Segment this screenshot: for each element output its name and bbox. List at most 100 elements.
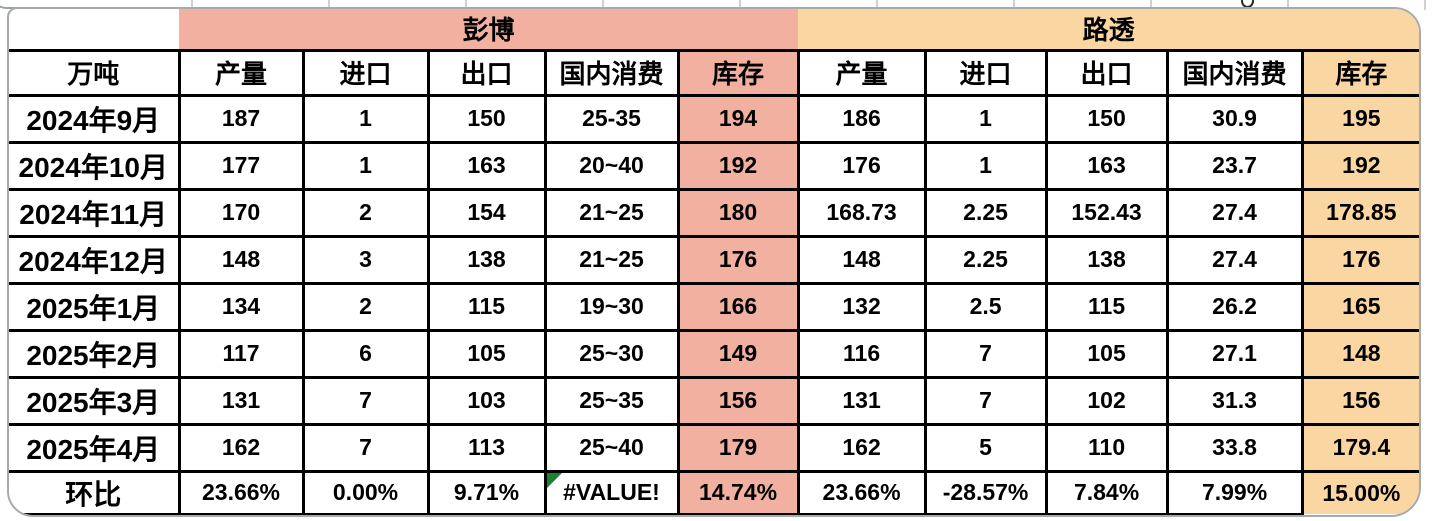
data-cell[interactable]: 2.25 <box>923 187 1048 238</box>
footer-value-cell[interactable]: 23.66% <box>177 469 305 515</box>
data-cell[interactable]: 131 <box>177 375 305 426</box>
data-cell[interactable]: 165 <box>1300 281 1419 332</box>
data-cell[interactable]: 33.8 <box>1165 422 1304 473</box>
data-cell[interactable]: 132 <box>796 281 927 332</box>
column-header-bloomberg-2[interactable]: 出口 <box>426 48 547 97</box>
data-cell[interactable]: 25-35 <box>543 93 680 144</box>
column-header-reuters-0[interactable]: 产量 <box>796 48 927 97</box>
data-cell[interactable]: 117 <box>177 328 305 379</box>
data-cell[interactable]: 176 <box>796 140 927 191</box>
data-cell[interactable]: 194 <box>676 93 800 144</box>
footer-value-cell[interactable]: 15.00% <box>1300 469 1419 514</box>
data-cell[interactable]: 163 <box>1044 140 1169 191</box>
data-cell[interactable]: 30.9 <box>1165 93 1304 144</box>
data-cell[interactable]: 105 <box>1044 328 1169 379</box>
data-cell[interactable]: 102 <box>1044 375 1169 426</box>
data-cell[interactable]: 195 <box>1300 93 1419 144</box>
row-label-cell[interactable]: 2025年1月 <box>9 281 181 332</box>
footer-label-cell[interactable]: 环比 <box>9 469 181 515</box>
row-label-cell[interactable]: 2025年4月 <box>9 422 181 473</box>
data-cell[interactable]: 25~30 <box>543 328 680 379</box>
data-cell[interactable]: 2.25 <box>923 234 1048 285</box>
data-cell[interactable]: 168.73 <box>796 187 927 238</box>
column-header-bloomberg-1[interactable]: 进口 <box>301 48 430 97</box>
data-cell[interactable]: 7 <box>923 375 1048 426</box>
data-cell[interactable]: 176 <box>1300 234 1419 285</box>
data-cell[interactable]: 156 <box>1300 375 1419 426</box>
data-cell[interactable]: 192 <box>676 140 800 191</box>
row-label-cell[interactable]: 2025年2月 <box>9 328 181 379</box>
data-cell[interactable]: 5 <box>923 422 1048 473</box>
data-cell[interactable]: 131 <box>796 375 927 426</box>
data-cell[interactable]: 178.85 <box>1300 187 1419 238</box>
column-header-reuters-4[interactable]: 库存 <box>1300 48 1419 97</box>
data-cell[interactable]: 26.2 <box>1165 281 1304 332</box>
data-cell[interactable]: 23.7 <box>1165 140 1304 191</box>
data-cell[interactable]: 25~35 <box>543 375 680 426</box>
data-cell[interactable]: 186 <box>796 93 927 144</box>
data-cell[interactable]: 177 <box>177 140 305 191</box>
data-cell[interactable]: 134 <box>177 281 305 332</box>
data-cell[interactable]: 27.4 <box>1165 234 1304 285</box>
footer-value-cell[interactable]: #VALUE! <box>543 469 680 515</box>
column-header-reuters-1[interactable]: 进口 <box>923 48 1048 97</box>
data-cell[interactable]: 1 <box>923 93 1048 144</box>
footer-value-cell[interactable]: 9.71% <box>426 469 547 515</box>
group-header-reuters[interactable]: 路透 <box>798 9 1419 52</box>
data-cell[interactable]: 19~30 <box>543 281 680 332</box>
row-label-cell[interactable]: 2024年11月 <box>9 187 181 238</box>
data-cell[interactable]: 7 <box>301 375 430 426</box>
data-cell[interactable]: 2.5 <box>923 281 1048 332</box>
data-cell[interactable]: 115 <box>1044 281 1169 332</box>
data-cell[interactable]: 27.4 <box>1165 187 1304 238</box>
data-cell[interactable]: 149 <box>676 328 800 379</box>
data-cell[interactable]: 162 <box>796 422 927 473</box>
data-cell[interactable]: 3 <box>301 234 430 285</box>
data-cell[interactable]: 116 <box>796 328 927 379</box>
row-label-cell[interactable]: 2024年12月 <box>9 234 181 285</box>
data-cell[interactable]: 1 <box>301 93 430 144</box>
data-cell[interactable]: 21~25 <box>543 187 680 238</box>
column-header-bloomberg-3[interactable]: 国内消费 <box>543 48 680 97</box>
data-cell[interactable]: 152.43 <box>1044 187 1169 238</box>
row-label-cell[interactable]: 2025年3月 <box>9 375 181 426</box>
data-cell[interactable]: 154 <box>426 187 547 238</box>
data-cell[interactable]: 113 <box>426 422 547 473</box>
footer-value-cell[interactable]: -28.57% <box>923 469 1048 515</box>
data-cell[interactable]: 180 <box>676 187 800 238</box>
data-cell[interactable]: 176 <box>676 234 800 285</box>
data-cell[interactable]: 6 <box>301 328 430 379</box>
data-cell[interactable]: 1 <box>301 140 430 191</box>
column-header-reuters-3[interactable]: 国内消费 <box>1165 48 1304 97</box>
data-cell[interactable]: 25~40 <box>543 422 680 473</box>
data-cell[interactable]: 110 <box>1044 422 1169 473</box>
footer-value-cell[interactable]: 7.99% <box>1165 469 1304 515</box>
data-cell[interactable]: 150 <box>1044 93 1169 144</box>
corner-empty-cell[interactable] <box>9 9 179 52</box>
data-cell[interactable]: 179.4 <box>1300 422 1419 473</box>
data-cell[interactable]: 179 <box>676 422 800 473</box>
data-cell[interactable]: 138 <box>426 234 547 285</box>
row-label-cell[interactable]: 2024年9月 <box>9 93 181 144</box>
data-cell[interactable]: 1 <box>923 140 1048 191</box>
data-cell[interactable]: 148 <box>796 234 927 285</box>
data-cell[interactable]: 103 <box>426 375 547 426</box>
data-cell[interactable]: 162 <box>177 422 305 473</box>
footer-value-cell[interactable]: 0.00% <box>301 469 430 515</box>
data-cell[interactable]: 166 <box>676 281 800 332</box>
data-cell[interactable]: 105 <box>426 328 547 379</box>
data-cell[interactable]: 115 <box>426 281 547 332</box>
column-header-bloomberg-4[interactable]: 库存 <box>676 48 800 97</box>
footer-value-cell[interactable]: 7.84% <box>1044 469 1169 515</box>
data-cell[interactable]: 192 <box>1300 140 1419 191</box>
data-cell[interactable]: 7 <box>923 328 1048 379</box>
data-cell[interactable]: 150 <box>426 93 547 144</box>
data-cell[interactable]: 7 <box>301 422 430 473</box>
data-cell[interactable]: 163 <box>426 140 547 191</box>
footer-value-cell[interactable]: 23.66% <box>796 469 927 515</box>
data-cell[interactable]: 2 <box>301 281 430 332</box>
column-header-reuters-2[interactable]: 出口 <box>1044 48 1169 97</box>
footer-value-cell[interactable]: 14.74% <box>676 469 800 515</box>
data-cell[interactable]: 31.3 <box>1165 375 1304 426</box>
data-cell[interactable]: 156 <box>676 375 800 426</box>
